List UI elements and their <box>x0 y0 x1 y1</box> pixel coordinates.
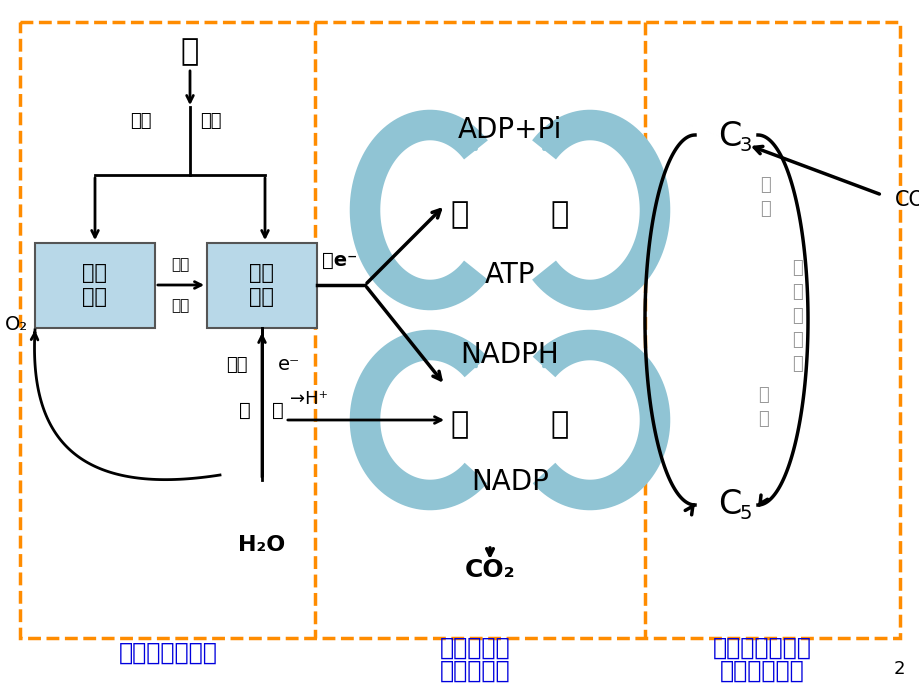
Text: 酶: 酶 <box>550 411 569 440</box>
Text: 成稳定化学能: 成稳定化学能 <box>719 659 803 683</box>
Text: 天线
色素: 天线 色素 <box>83 264 108 306</box>
Text: CO₂: CO₂ <box>894 190 919 210</box>
Text: 2: 2 <box>892 660 904 678</box>
Text: O₂: O₂ <box>5 315 28 335</box>
Text: 种: 种 <box>792 283 802 301</box>
Text: H₂O: H₂O <box>238 535 285 555</box>
Text: 光能: 光能 <box>199 112 221 130</box>
Text: NADP: NADP <box>471 468 549 496</box>
Text: 中心
色素: 中心 色素 <box>249 264 274 306</box>
Text: 5: 5 <box>739 504 752 523</box>
Text: 催: 催 <box>792 331 802 349</box>
Text: CO₂: CO₂ <box>464 558 515 582</box>
Text: ATP: ATP <box>484 261 535 289</box>
Text: 吸收: 吸收 <box>130 112 152 130</box>
Text: 光: 光 <box>181 37 199 66</box>
Text: NADPH: NADPH <box>460 341 559 369</box>
Text: ADP+Pi: ADP+Pi <box>458 116 562 144</box>
Text: 光能: 光能 <box>171 298 189 313</box>
FancyBboxPatch shape <box>207 243 317 328</box>
Text: 酶: 酶 <box>792 307 802 325</box>
Text: 失e⁻: 失e⁻ <box>322 251 357 270</box>
Text: →H⁺: →H⁺ <box>289 390 328 408</box>
Text: e⁻: e⁻ <box>278 355 300 375</box>
Text: 原: 原 <box>758 410 768 428</box>
Text: 电能转换成: 电能转换成 <box>439 636 510 660</box>
Text: 固: 固 <box>760 176 770 194</box>
Text: 还: 还 <box>758 386 768 404</box>
Text: 活跃化学能转换: 活跃化学能转换 <box>712 636 811 660</box>
FancyBboxPatch shape <box>35 243 154 328</box>
Text: 酶: 酶 <box>450 201 469 230</box>
Text: 夺取: 夺取 <box>226 356 248 374</box>
Text: 酶: 酶 <box>450 411 469 440</box>
Text: C: C <box>717 120 741 153</box>
Text: 传递: 传递 <box>171 257 189 272</box>
Text: 定: 定 <box>760 200 770 218</box>
Text: 多: 多 <box>792 259 802 277</box>
Bar <box>20 22 899 638</box>
Text: 活跃化学能: 活跃化学能 <box>439 659 510 683</box>
Text: 3: 3 <box>739 136 752 155</box>
Text: C: C <box>717 488 741 521</box>
Text: 分: 分 <box>239 400 251 420</box>
Text: 化: 化 <box>792 355 802 373</box>
Text: 酶: 酶 <box>550 201 569 230</box>
Text: 光能转换成电能: 光能转换成电能 <box>119 641 217 665</box>
Text: 解: 解 <box>272 400 284 420</box>
